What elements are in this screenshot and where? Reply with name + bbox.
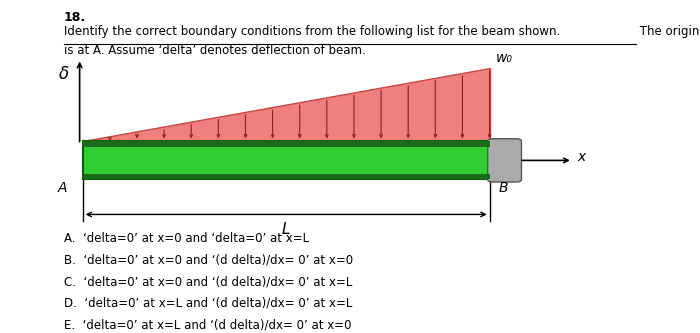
Text: B.  ‘delta=0’ at x=0 and ‘(d delta)/dx= 0’ at x=0: B. ‘delta=0’ at x=0 and ‘(d delta)/dx= 0… — [64, 253, 353, 266]
Text: C.  ‘delta=0’ at x=0 and ‘(d delta)/dx= 0’ at x=L: C. ‘delta=0’ at x=0 and ‘(d delta)/dx= 0… — [64, 275, 352, 288]
Text: D.  ‘delta=0’ at x=L and ‘(d delta)/dx= 0’ at x=L: D. ‘delta=0’ at x=L and ‘(d delta)/dx= 0… — [64, 297, 352, 310]
Text: w₀: w₀ — [496, 51, 513, 65]
Text: Identify the correct boundary conditions from the following list for the beam sh: Identify the correct boundary conditions… — [64, 25, 560, 38]
Bar — [83, 141, 489, 147]
FancyBboxPatch shape — [488, 139, 522, 182]
Text: A.  ‘delta=0’ at x=0 and ‘delta=0’ at x=L: A. ‘delta=0’ at x=0 and ‘delta=0’ at x=L — [64, 232, 309, 245]
Text: 18.: 18. — [64, 11, 86, 24]
Text: A: A — [57, 181, 67, 195]
Bar — [83, 174, 489, 179]
Text: The origin: The origin — [636, 25, 700, 38]
Polygon shape — [83, 68, 489, 141]
Text: δ: δ — [59, 65, 69, 83]
Text: L: L — [282, 222, 290, 237]
Text: is at A. Assume ‘delta’ denotes deflection of beam.: is at A. Assume ‘delta’ denotes deflecti… — [64, 44, 365, 57]
Bar — [83, 141, 489, 179]
Text: B: B — [499, 181, 508, 195]
Text: E.  ‘delta=0’ at x=L and ‘(d delta)/dx= 0’ at x=0: E. ‘delta=0’ at x=L and ‘(d delta)/dx= 0… — [64, 318, 351, 331]
Text: x: x — [578, 150, 586, 164]
